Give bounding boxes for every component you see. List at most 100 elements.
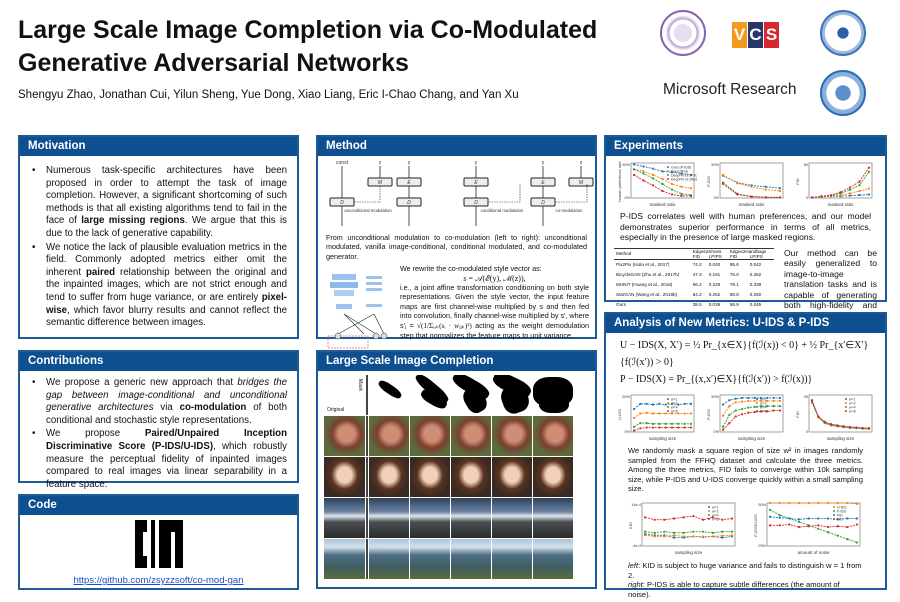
data-point xyxy=(778,524,782,527)
chart-fid-masked: 0 60 masked ratio FID xyxy=(795,162,872,207)
completed-image xyxy=(533,416,573,456)
data-point xyxy=(817,501,820,505)
chart-kid-sampling: w=1w=2w=4w=8 -4e-4 14e-4 sampling size KID xyxy=(628,502,735,555)
table-row: Ours 38.5 0.036 56.9 0.045 xyxy=(614,300,774,310)
data-point xyxy=(819,195,823,198)
legend-label: w=1 xyxy=(849,398,856,402)
data-point xyxy=(867,170,870,173)
data-point xyxy=(679,194,683,197)
legend-marker xyxy=(707,517,710,520)
legend-label: FID xyxy=(837,513,843,517)
data-point xyxy=(854,426,857,429)
data-point xyxy=(765,396,768,400)
architecture-diagram xyxy=(327,274,388,349)
data-point xyxy=(769,501,772,505)
github-link[interactable]: https://github.com/zsyzzsoft/co-mod-gan xyxy=(73,575,244,586)
panel-title: Contributions xyxy=(20,352,297,371)
completed-image xyxy=(492,457,532,497)
data-point xyxy=(664,422,667,425)
data-point xyxy=(765,410,768,413)
data-point xyxy=(769,524,772,527)
data-point xyxy=(848,425,851,429)
data-point xyxy=(638,412,641,415)
legend-label: w=2 xyxy=(849,402,856,406)
data-point xyxy=(727,413,730,417)
data-point xyxy=(798,501,801,505)
data-point xyxy=(856,541,859,544)
diagram-input-label: y xyxy=(475,160,478,166)
data-point xyxy=(645,411,648,414)
data-point xyxy=(720,536,724,539)
data-point xyxy=(657,412,660,415)
chart-pids-masked: 0% 50% masked ratio P-IDS xyxy=(706,162,783,207)
data-point xyxy=(641,179,645,182)
data-point xyxy=(670,171,673,174)
data-point xyxy=(734,409,737,412)
legend-label: DeepFill v2 (P-IDS) xyxy=(671,174,697,178)
data-point xyxy=(823,420,826,423)
diagram-input-label: const xyxy=(336,160,349,166)
table-cell: 0.191 xyxy=(708,272,721,278)
data-point xyxy=(720,534,724,537)
legend-marker xyxy=(666,406,669,408)
data-point xyxy=(788,501,791,505)
completion-panel: Large Scale Image Completion Mask Origina… xyxy=(316,350,597,589)
y-tick-label: 50% xyxy=(622,163,630,167)
legend-label: w=4 xyxy=(712,513,719,517)
data-point xyxy=(670,193,673,196)
legend-label: P-IDS xyxy=(837,509,847,513)
motivation-panel: Motivation Numerous task-specific archit… xyxy=(18,135,299,339)
table-cell: 0.260 xyxy=(749,292,762,298)
data-point xyxy=(653,531,656,534)
analysis-caption: We randomly mask a square region of size… xyxy=(628,446,863,494)
legend-marker xyxy=(666,166,669,168)
data-point xyxy=(670,188,673,191)
legend-label: w=8 xyxy=(760,410,767,414)
contribution-bullet: We propose Paired/Unpaired Inception Dis… xyxy=(30,428,287,491)
data-point xyxy=(683,422,686,425)
data-point xyxy=(778,405,781,408)
data-point xyxy=(788,517,791,520)
legend-label: w=4 xyxy=(760,406,767,410)
data-point xyxy=(632,416,635,420)
y-tick-label: 50% xyxy=(711,163,719,167)
x-axis-label: sampling size xyxy=(675,550,703,555)
table-header: FID xyxy=(692,253,701,259)
data-point xyxy=(842,425,845,428)
data-point xyxy=(645,422,648,425)
series-line xyxy=(770,509,858,543)
diagram-block-label: M xyxy=(579,180,584,186)
series-line xyxy=(770,524,858,528)
qr-code[interactable] xyxy=(134,520,183,568)
method-caption: From unconditional modulation to co-modu… xyxy=(326,233,587,261)
data-point xyxy=(810,196,813,199)
table-cell: Pix2Pix (Isola et al., 2017) xyxy=(614,258,691,270)
table-row: Pix2Pix (Isola et al., 2017) 74.2 0.040 95.… xyxy=(614,258,774,270)
completed-image xyxy=(369,498,409,538)
data-point xyxy=(651,403,654,406)
diagram-note: co-modulation xyxy=(556,208,584,213)
data-point xyxy=(764,188,767,191)
x-axis-label: amount of noise xyxy=(798,550,831,555)
data-point xyxy=(653,535,656,538)
y-tick-label: 60 xyxy=(803,163,807,167)
data-point xyxy=(676,403,679,406)
data-point xyxy=(807,501,811,505)
table-cell: StarGAN (Wang et al., 2019b) xyxy=(616,292,678,298)
data-point xyxy=(827,501,830,505)
table-header: Method xyxy=(614,247,691,259)
diagram-input-label: z xyxy=(379,160,382,166)
series-line xyxy=(722,405,780,428)
data-point xyxy=(641,172,645,175)
plot-area xyxy=(808,162,872,199)
series-line xyxy=(811,402,869,430)
data-point xyxy=(651,426,654,429)
legend-marker xyxy=(844,410,847,412)
data-point xyxy=(772,399,775,403)
data-point xyxy=(740,407,743,411)
diagram-block xyxy=(463,177,489,187)
data-point xyxy=(846,537,849,541)
data-point xyxy=(645,402,648,405)
data-point xyxy=(759,396,762,400)
diagram-block-label: M xyxy=(378,180,383,186)
